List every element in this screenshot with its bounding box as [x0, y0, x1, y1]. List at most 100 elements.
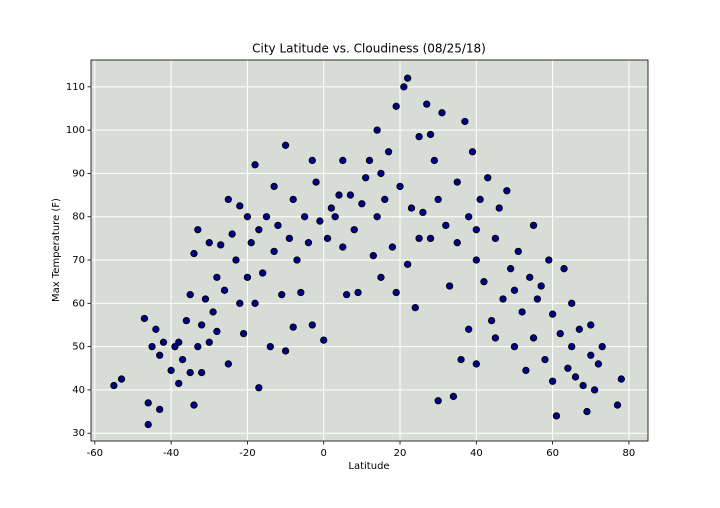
point [568, 299, 576, 307]
y-tick-label: 60 [72, 298, 85, 309]
x-tick-label: -40 [163, 448, 179, 459]
point [182, 316, 191, 325]
point [205, 239, 213, 247]
point [373, 213, 381, 221]
point [560, 265, 568, 273]
x-axis-label: Latitude [348, 461, 389, 472]
point [205, 338, 213, 346]
plot-area [91, 60, 648, 441]
point [308, 321, 316, 329]
point [510, 342, 519, 351]
point [312, 178, 320, 186]
point [110, 381, 118, 390]
point [465, 213, 473, 221]
point [548, 310, 557, 318]
x-tick-label: 0 [321, 448, 327, 459]
point [201, 295, 210, 303]
point [453, 239, 461, 247]
point [270, 247, 278, 256]
point [438, 109, 446, 117]
point [362, 174, 370, 182]
point [583, 407, 591, 416]
point [594, 360, 603, 368]
point [217, 241, 225, 249]
point [300, 213, 309, 221]
point [281, 347, 290, 355]
point [209, 308, 217, 316]
point [156, 405, 164, 414]
point [510, 286, 519, 294]
point [487, 316, 496, 325]
point [178, 355, 187, 364]
point [262, 213, 271, 221]
point [228, 230, 236, 238]
point [194, 226, 202, 234]
point [426, 234, 435, 243]
point [522, 366, 530, 375]
point [514, 247, 522, 256]
point [365, 156, 374, 165]
point [587, 321, 595, 329]
point [461, 117, 469, 126]
point [507, 265, 515, 273]
point [423, 100, 431, 108]
point [251, 161, 259, 169]
point [468, 148, 477, 156]
point [571, 373, 580, 381]
point [251, 299, 259, 307]
point [472, 226, 480, 234]
point [590, 386, 599, 394]
point [224, 360, 232, 368]
point [220, 286, 229, 294]
point [377, 169, 385, 178]
point [430, 156, 439, 165]
point [491, 234, 500, 243]
marks [110, 74, 625, 429]
point [495, 204, 503, 212]
y-tick-label: 40 [72, 385, 85, 396]
point [243, 213, 252, 221]
point [316, 217, 324, 225]
point [518, 308, 526, 316]
point [289, 195, 297, 204]
point [617, 375, 625, 383]
point [537, 282, 545, 290]
grid [91, 60, 648, 441]
point [503, 187, 511, 195]
point [404, 74, 412, 82]
point [533, 295, 542, 303]
y-tick-label: 110 [66, 82, 85, 93]
point [457, 355, 465, 364]
x-tick-label: -60 [87, 448, 103, 459]
point [278, 291, 286, 299]
point [152, 325, 160, 333]
y-tick-label: 50 [72, 342, 85, 353]
point [419, 208, 427, 217]
point [381, 195, 389, 204]
point [308, 156, 316, 165]
y-axis-label: Max Temperature (F) [51, 198, 62, 302]
point [270, 182, 278, 191]
point [426, 130, 435, 139]
point [434, 195, 442, 204]
point [297, 288, 305, 297]
point [255, 384, 263, 392]
point [415, 234, 423, 243]
point [499, 295, 507, 303]
point [526, 273, 534, 281]
point [194, 342, 202, 351]
point [529, 221, 538, 230]
point [472, 360, 480, 368]
point [156, 351, 164, 359]
point [266, 342, 274, 351]
point [213, 273, 221, 281]
point [404, 260, 412, 269]
point [598, 342, 606, 351]
point [243, 273, 252, 281]
point [259, 269, 267, 277]
y-tick-label: 90 [72, 168, 85, 179]
point [232, 256, 240, 264]
point [327, 204, 335, 212]
point [472, 256, 480, 264]
x-tick-label: 40 [470, 448, 483, 459]
